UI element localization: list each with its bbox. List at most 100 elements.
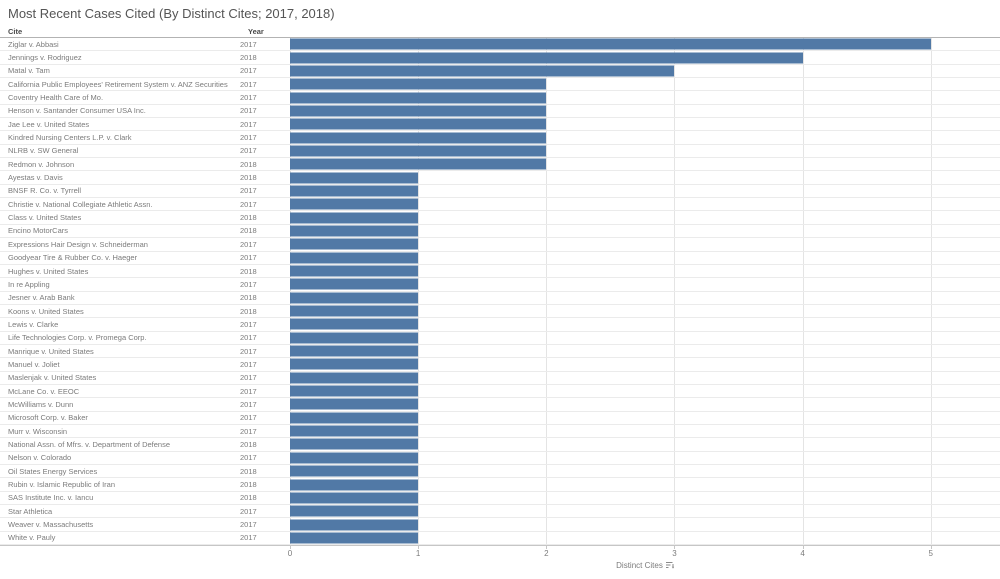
bar-mark[interactable] — [290, 212, 419, 224]
table-row: Star Athletica 2017 — [0, 505, 1000, 519]
cite-label: Henson v. Santander Consumer USA Inc. — [8, 106, 146, 116]
cite-label: Murr v. Wisconsin — [8, 426, 68, 436]
bar-track — [290, 318, 1000, 330]
sort-descending-icon[interactable] — [665, 561, 675, 571]
bar-track — [290, 332, 1000, 344]
bar-mark[interactable] — [290, 118, 547, 130]
year-label: 2017 — [240, 106, 257, 116]
tick-mark — [674, 546, 676, 549]
bar-mark[interactable] — [290, 145, 547, 157]
tick-mark — [546, 546, 548, 549]
bar-track — [290, 532, 1000, 544]
column-header-row: Cite Year — [0, 26, 1000, 38]
year-label: 2017 — [240, 413, 257, 423]
year-label: 2018 — [240, 293, 257, 303]
table-row: Lewis v. Clarke 2017 — [0, 318, 1000, 332]
bar-track — [290, 78, 1000, 90]
bar-mark[interactable] — [290, 252, 419, 264]
x-axis-line — [0, 545, 1000, 546]
bar-track — [290, 185, 1000, 197]
x-axis-title: Distinct Cites — [290, 561, 1000, 571]
bar-track — [290, 105, 1000, 117]
bar-mark[interactable] — [290, 425, 419, 437]
bar-mark[interactable] — [290, 492, 419, 504]
cite-label: NLRB v. SW General — [8, 146, 79, 156]
year-label: 2017 — [240, 93, 257, 103]
year-label: 2018 — [240, 439, 257, 449]
bar-mark[interactable] — [290, 505, 419, 517]
page-title: Most Recent Cases Cited (By Distinct Cit… — [8, 6, 335, 21]
cite-label: Kindred Nursing Centers L.P. v. Clark — [8, 133, 132, 143]
bar-mark[interactable] — [290, 305, 419, 317]
table-row: SAS Institute Inc. v. Iancu 2018 — [0, 492, 1000, 506]
bar-mark[interactable] — [290, 519, 419, 531]
year-label: 2017 — [240, 279, 257, 289]
bar-track — [290, 145, 1000, 157]
bar-mark[interactable] — [290, 398, 419, 410]
table-row: McWilliams v. Dunn 2017 — [0, 398, 1000, 412]
bar-mark[interactable] — [290, 265, 419, 277]
cite-label: Ayestas v. Davis — [8, 173, 63, 183]
table-row: Kindred Nursing Centers L.P. v. Clark 201… — [0, 131, 1000, 145]
cite-label: Redmon v. Johnson — [8, 159, 75, 169]
cite-label: Class v. United States — [8, 213, 82, 223]
year-label: 2017 — [240, 346, 257, 356]
tick-mark — [290, 546, 291, 549]
bar-mark[interactable] — [290, 292, 419, 304]
bar-mark[interactable] — [290, 345, 419, 357]
tick-mark — [802, 546, 804, 549]
table-row: Christie v. National Collegiate Athletic… — [0, 198, 1000, 212]
bar-mark[interactable] — [290, 385, 419, 397]
table-row: Coventry Health Care of Mo. 2017 — [0, 91, 1000, 105]
bar-mark[interactable] — [290, 185, 419, 197]
bar-track — [290, 171, 1000, 184]
bar-track — [290, 385, 1000, 397]
bar-mark[interactable] — [290, 238, 419, 250]
bar-track — [290, 305, 1000, 317]
bar-mark[interactable] — [290, 105, 547, 117]
bar-mark[interactable] — [290, 479, 419, 491]
bar-mark[interactable] — [290, 318, 419, 330]
bar-mark[interactable] — [290, 65, 675, 77]
column-header-year[interactable]: Year — [248, 27, 264, 36]
bar-mark[interactable] — [290, 92, 547, 104]
bar-mark[interactable] — [290, 38, 931, 50]
bar-mark[interactable] — [290, 52, 803, 64]
bar-mark[interactable] — [290, 278, 419, 290]
column-header-cite[interactable]: Cite — [8, 27, 23, 36]
cite-label: Goodyear Tire & Rubber Co. v. Haeger — [8, 253, 138, 263]
year-label: 2017 — [240, 359, 257, 369]
cite-label: Ziglar v. Abbasi — [8, 39, 59, 49]
table-row: Expressions Hair Design v. Schneiderman 2… — [0, 238, 1000, 252]
bar-mark[interactable] — [290, 372, 419, 384]
bar-mark[interactable] — [290, 412, 419, 424]
table-row: Microsoft Corp. v. Baker 2017 — [0, 412, 1000, 425]
bar-mark[interactable] — [290, 225, 419, 237]
year-label: 2017 — [240, 146, 257, 156]
year-label: 2017 — [240, 133, 257, 143]
bar-mark[interactable] — [290, 78, 547, 90]
bar-mark[interactable] — [290, 465, 419, 477]
tick-mark — [930, 546, 932, 549]
cite-label: Rubin v. Islamic Republic of Iran — [8, 480, 115, 490]
bar-mark[interactable] — [290, 158, 547, 170]
bar-mark[interactable] — [290, 332, 419, 344]
bar-mark[interactable] — [290, 358, 419, 370]
table-row: Ziglar v. Abbasi 2017 — [0, 38, 1000, 52]
bar-mark[interactable] — [290, 438, 419, 450]
table-row: Rubin v. Islamic Republic of Iran 2018 — [0, 478, 1000, 492]
table-row: Life Technologies Corp. v. Promega Corp.… — [0, 332, 1000, 345]
table-row: Manuel v. Joliet 2017 — [0, 358, 1000, 372]
year-label: 2017 — [240, 399, 257, 409]
bar-track — [290, 51, 1000, 64]
bar-mark[interactable] — [290, 532, 419, 544]
bar-mark[interactable] — [290, 198, 419, 210]
year-label: 2018 — [240, 226, 257, 236]
cite-label: McWilliams v. Dunn — [8, 399, 74, 409]
bar-mark[interactable] — [290, 452, 419, 464]
bar-mark[interactable] — [290, 172, 419, 184]
table-row: NLRB v. SW General 2017 — [0, 145, 1000, 159]
year-label: 2018 — [240, 159, 257, 169]
bar-mark[interactable] — [290, 132, 547, 144]
year-label: 2017 — [240, 39, 257, 49]
